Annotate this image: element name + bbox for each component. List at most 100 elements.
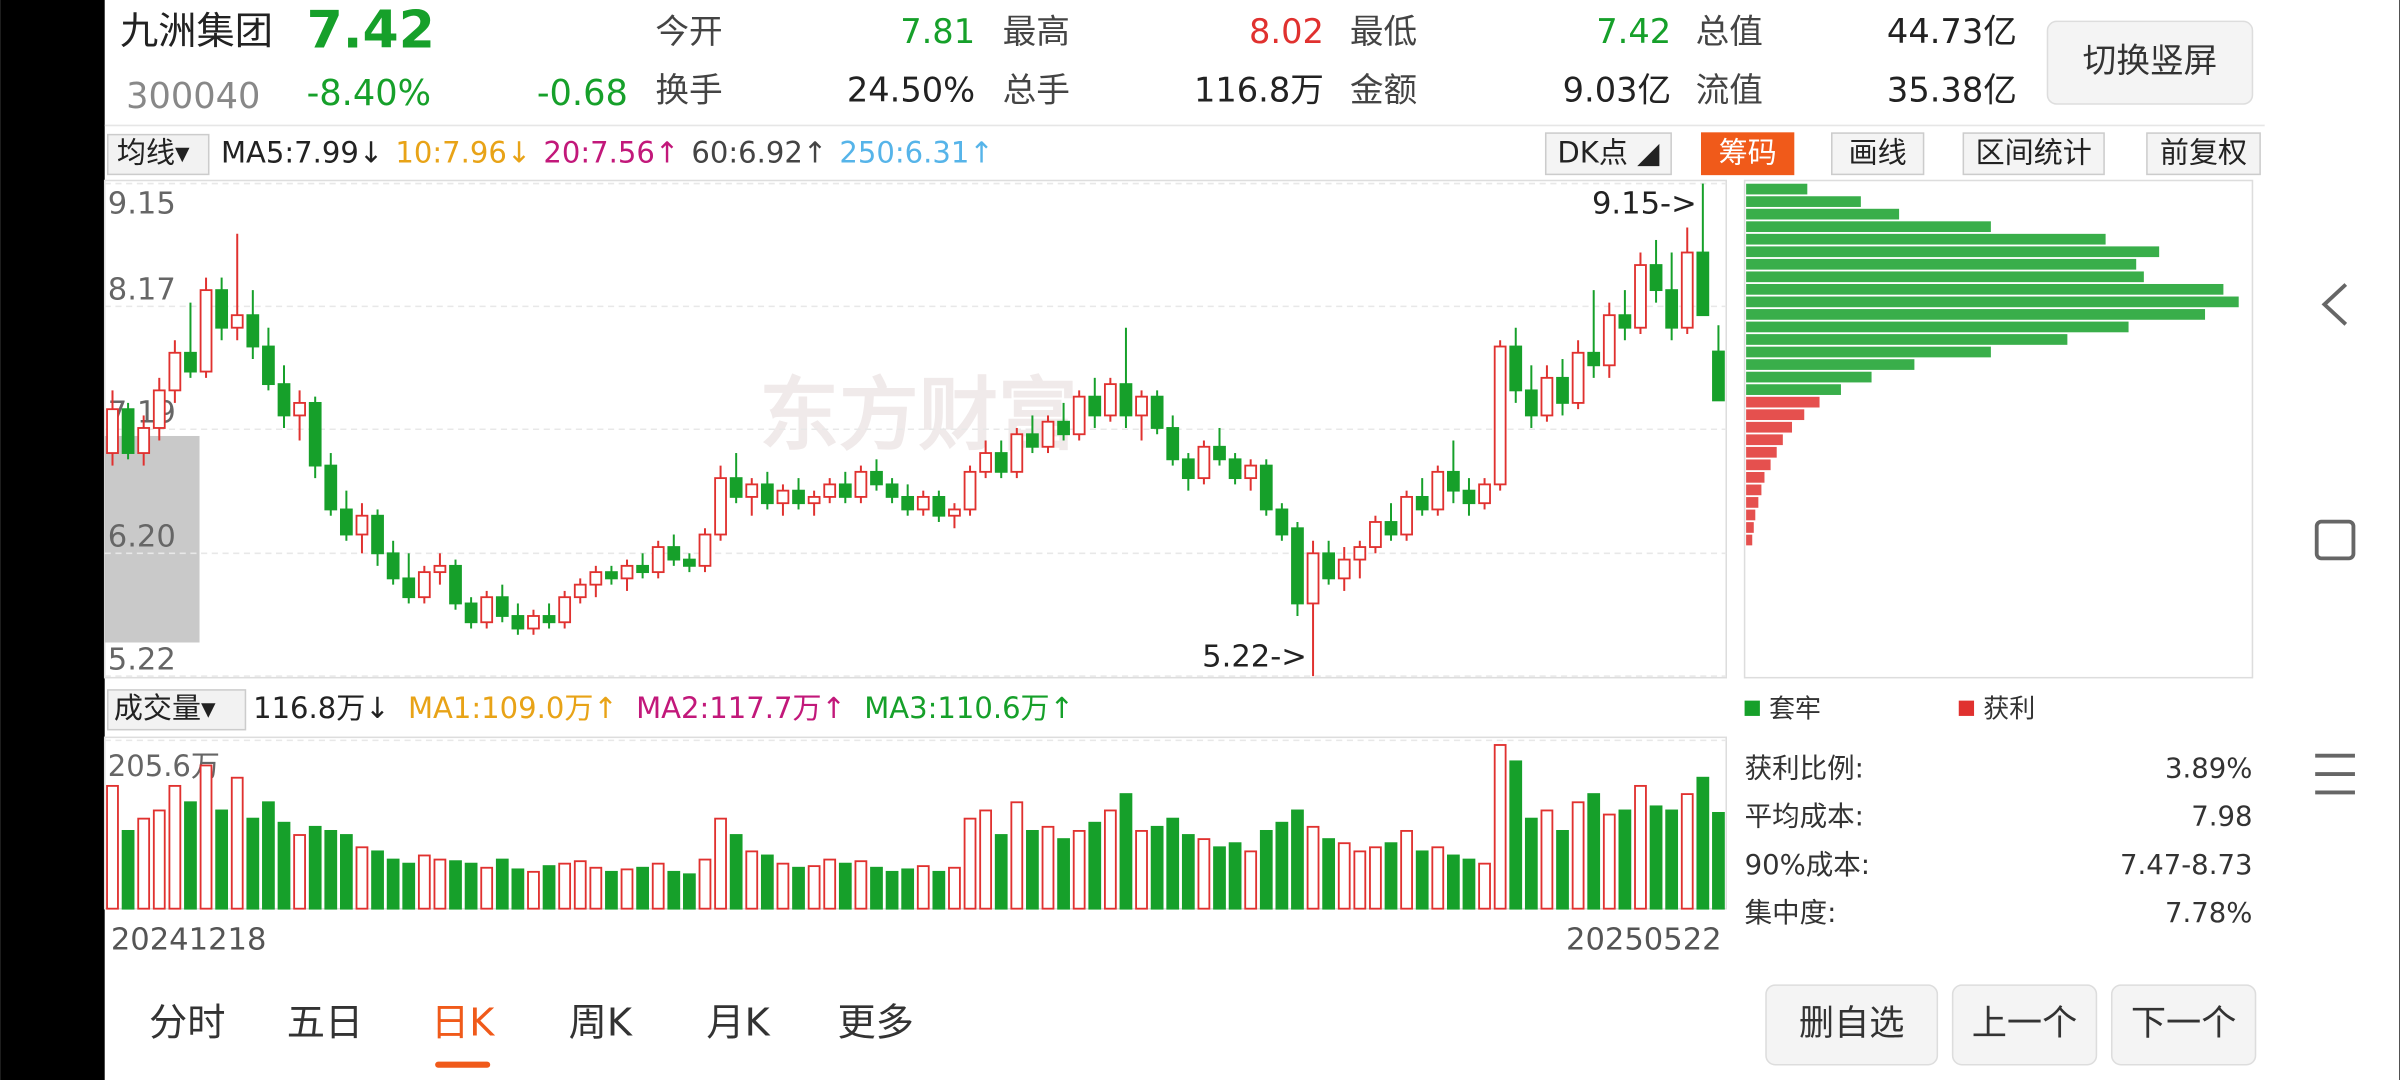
y-tick-label: 5.22 — [108, 642, 176, 677]
candle-body — [215, 289, 229, 329]
nav-button[interactable] — [2110, 984, 2257, 1066]
candle-body — [916, 495, 930, 511]
volume-bar — [464, 862, 478, 910]
volume-bar — [1041, 825, 1055, 910]
chip-bar — [1746, 346, 1991, 358]
candle-body — [901, 495, 915, 511]
chip-bar — [1746, 183, 1808, 195]
candle-body — [1166, 427, 1180, 461]
y-tick-label: 8.17 — [108, 273, 176, 308]
volume-bar — [417, 854, 431, 910]
volume-bar — [1259, 829, 1273, 910]
tool-button[interactable] — [1962, 132, 2105, 176]
field-label: 总手 — [1003, 70, 1070, 109]
ma-legend: 250:6.31↑ — [839, 136, 993, 170]
volume-bar — [1587, 793, 1601, 910]
volume-bar — [948, 866, 961, 910]
volume-bar — [293, 834, 306, 910]
tool-button[interactable] — [1544, 132, 1672, 176]
tab[interactable]: 五日 — [287, 1001, 363, 1045]
nav-button-label: 下一个 — [2131, 1003, 2237, 1044]
content: 九洲集团 7.42 300040 -8.40% -0.68 今开 7.81 最高 8.02 最低 7… — [104, 1, 2261, 1068]
candle-body — [636, 564, 649, 574]
volume-bar — [885, 870, 899, 910]
tool-button[interactable] — [1831, 132, 1925, 176]
chip-bar — [1746, 309, 2206, 320]
ma-legend: 10:7.96↓ — [395, 136, 531, 170]
candle-body — [386, 552, 400, 580]
candle-body — [1322, 552, 1336, 580]
volume-bar — [1353, 850, 1367, 910]
candle-body — [230, 314, 244, 329]
candle-body — [714, 477, 727, 536]
candle-body — [1618, 314, 1632, 329]
candle-body — [870, 470, 883, 486]
tab[interactable]: 更多 — [837, 1001, 913, 1045]
candle-body — [1540, 376, 1554, 417]
candle-body — [527, 615, 540, 630]
volume-bar — [246, 817, 260, 910]
volume-bar — [1696, 776, 1710, 910]
volume-bar — [152, 809, 166, 910]
candle-body — [1244, 464, 1258, 480]
candle-body — [605, 571, 618, 580]
volume-bar — [277, 821, 291, 910]
tab[interactable]: 月K — [706, 1001, 770, 1045]
stat-label: 平均成本: — [1745, 801, 1864, 833]
candle-body — [1197, 445, 1211, 480]
candle-body — [1649, 264, 1663, 292]
volume-bar — [792, 866, 805, 910]
back-icon[interactable] — [2321, 283, 2348, 326]
candle-body — [1712, 350, 1725, 402]
chip-bar — [1746, 409, 1805, 421]
chip-frame — [1743, 179, 2254, 679]
field-value: 44.73亿 — [1887, 12, 2017, 51]
stat-value: 7.98 — [2191, 801, 2252, 833]
orient-button[interactable] — [2046, 20, 2254, 105]
volume-bar — [683, 873, 696, 910]
stat-label: 集中度: — [1745, 897, 1837, 929]
chip-bar — [1746, 334, 2068, 345]
volume-bar — [1524, 817, 1538, 910]
candle-body — [776, 489, 790, 505]
chip-bar — [1746, 321, 2129, 333]
candle-body — [184, 351, 197, 373]
volume-bar — [495, 858, 509, 910]
volume-bar — [589, 866, 603, 910]
volume-bar — [605, 870, 618, 910]
ma-select-box[interactable] — [106, 133, 210, 176]
candle-body — [1493, 345, 1507, 486]
tool-button-label: 前复权 — [2160, 136, 2247, 170]
stat-value: 7.47-8.73 — [2120, 849, 2252, 881]
tab[interactable]: 日K — [431, 1001, 495, 1045]
stat-value: 3.89% — [2165, 752, 2252, 784]
chip-bar — [1746, 446, 1777, 458]
tab[interactable]: 周K — [569, 1001, 633, 1045]
candle-body — [838, 483, 852, 498]
volume-bar — [199, 764, 213, 910]
volume-bar — [667, 870, 681, 910]
chip-bar — [1746, 258, 2137, 270]
volume-bar — [121, 829, 135, 910]
tab[interactable]: 分时 — [149, 1001, 225, 1045]
tool-button[interactable] — [1700, 132, 1795, 176]
nav-button[interactable] — [1951, 984, 2098, 1066]
chip-bar — [1746, 233, 2106, 245]
menu-icon[interactable] — [2315, 753, 2355, 795]
volume-select-box[interactable] — [106, 689, 247, 731]
home-icon[interactable] — [2314, 519, 2356, 561]
candle-body — [417, 571, 431, 599]
ma-legend: 20:7.56↑ — [543, 136, 679, 170]
volume-bar — [745, 850, 759, 910]
tool-button[interactable] — [2146, 132, 2261, 176]
tool-button-label: 区间统计 — [1976, 136, 2092, 170]
candle-body — [1119, 383, 1133, 417]
candle-body — [433, 564, 447, 574]
volume-bar — [1602, 813, 1616, 910]
candle-body — [1665, 289, 1679, 329]
volume-bar — [339, 834, 353, 910]
nav-button[interactable] — [1765, 984, 1939, 1066]
volume-bar — [807, 865, 821, 910]
candle-body — [1103, 383, 1117, 417]
